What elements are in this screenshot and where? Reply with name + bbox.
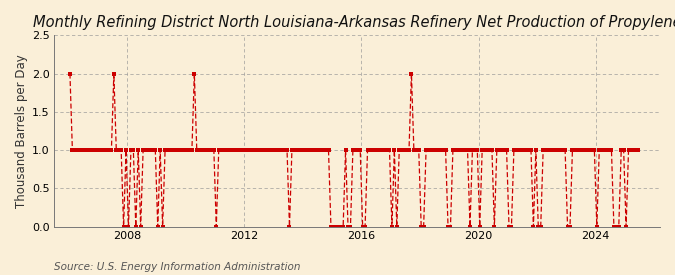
Y-axis label: Thousand Barrels per Day: Thousand Barrels per Day [15,54,28,208]
Title: Monthly Refining District North Louisiana-Arkansas Refinery Net Production of Pr: Monthly Refining District North Louisian… [32,15,675,30]
Text: Source: U.S. Energy Information Administration: Source: U.S. Energy Information Administ… [54,262,300,272]
